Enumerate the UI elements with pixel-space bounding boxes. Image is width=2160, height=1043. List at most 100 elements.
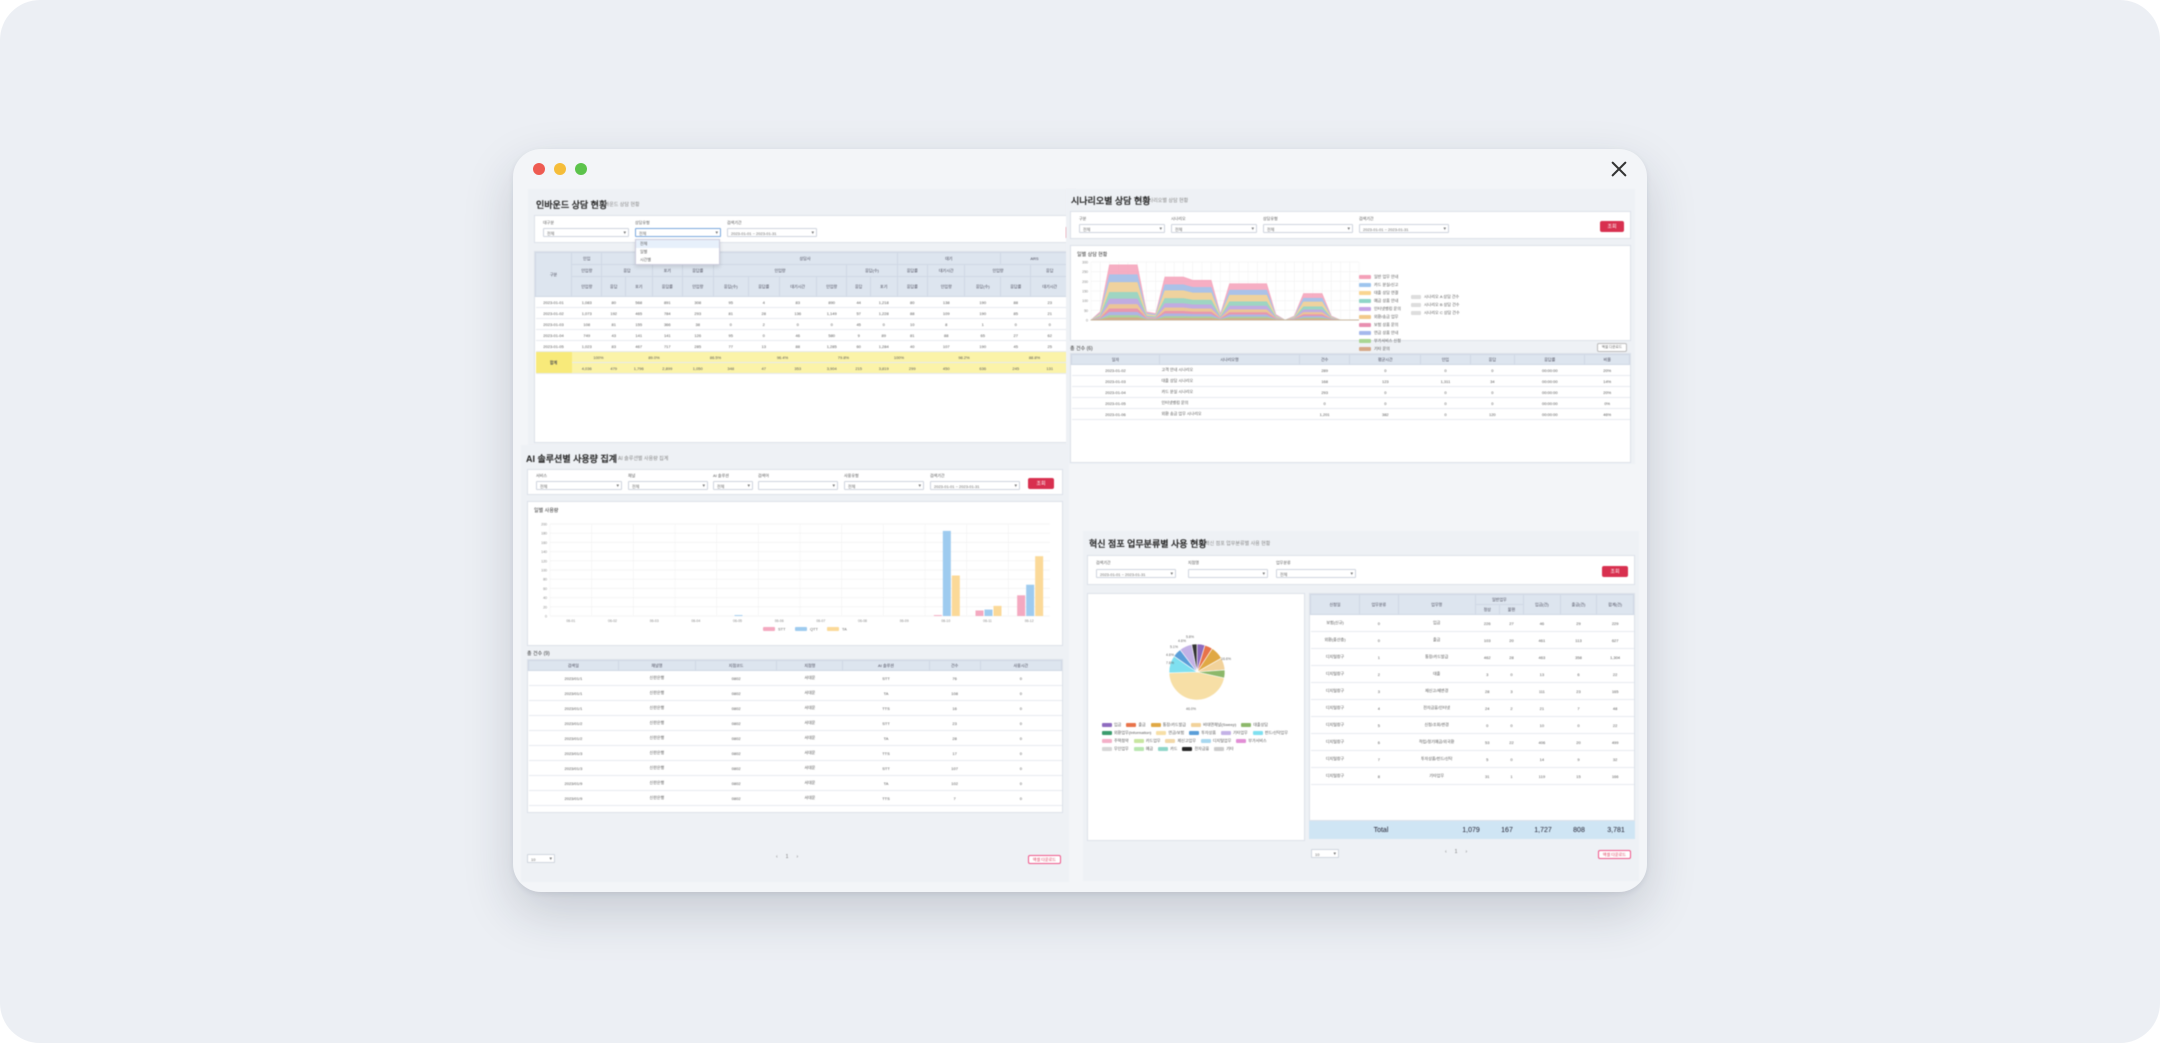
filter-select[interactable]: 전체	[1171, 224, 1257, 233]
excel-download-button[interactable]: 엑셀 다운로드	[1596, 343, 1627, 352]
search-button[interactable]: 조회	[1028, 478, 1054, 489]
chart-card: 일별 상담 현황 300 250 200 150 100 50 0 일반 업무 안내 카드 분…	[1070, 245, 1631, 351]
filter-select[interactable]: 전체	[543, 228, 629, 237]
filter-bar: 구분 전체 시나리오 전체 상담유형 전체 검색기간 2023-01-01 ~ …	[1070, 211, 1631, 239]
legend-item: 예금 상품 안내	[1359, 298, 1401, 304]
search-button[interactable]: 조회	[1602, 566, 1628, 577]
prev-page-button[interactable]: ‹	[776, 854, 778, 860]
dropdown-option[interactable]: 일별	[640, 249, 648, 254]
pie-label: 4.6%	[1178, 639, 1186, 643]
table-cell: 95	[713, 329, 749, 341]
pie-chart-card: 5.8% 4.6% 5.1% 4.6% 7.6% 46.0% 16.6% 입금 출금 통장/카드…	[1087, 593, 1305, 841]
area-series	[1090, 304, 1359, 321]
dropdown-menu[interactable]: 전체 일별 시간별	[635, 239, 720, 265]
page-number[interactable]: 1	[785, 854, 789, 860]
table-cell: 00:00:00	[1514, 397, 1585, 409]
table-cell: 0	[779, 318, 817, 330]
page-size-select[interactable]: 10	[527, 854, 555, 863]
table-row: 디지털창구 2 대출 3 0 13 6 22	[1310, 665, 1634, 683]
search-input[interactable]	[758, 481, 838, 490]
table-cell: 대출	[1398, 665, 1476, 683]
table-row: 2023-01-03 108 81 155 366 38 0 2 0 0 45 0 10 8 1 0 0	[535, 318, 1069, 330]
close-icon[interactable]	[1609, 159, 1629, 179]
column-header: 건수	[1298, 354, 1351, 365]
legend-item: 무인업무	[1102, 746, 1129, 752]
area-series	[1090, 308, 1359, 321]
table-cell: 107	[927, 340, 965, 352]
table-cell: 0	[1420, 364, 1471, 376]
next-page-button[interactable]: ›	[1465, 849, 1468, 855]
table-cell: 디지털창구	[1310, 648, 1360, 666]
excel-download-button[interactable]: 엑셀 다운로드	[1597, 850, 1631, 859]
prev-page-button[interactable]: ‹	[1445, 849, 1447, 855]
total-value: 3,781	[1607, 826, 1625, 834]
table-cell: 대출 상담 시나리오	[1159, 375, 1300, 387]
table-cell: 382	[1349, 408, 1421, 420]
filter-select[interactable]: 전체	[1276, 569, 1356, 578]
table-cell: 통장/카드발급	[1398, 648, 1476, 666]
legend-label: 시나리오 A 상담 건수	[1424, 294, 1460, 299]
table-cell: 81	[897, 329, 928, 341]
minimize-dot[interactable]	[554, 163, 566, 175]
filter-select[interactable]: 전체	[628, 481, 708, 490]
dropdown-option[interactable]: 전체	[636, 240, 719, 248]
table-row: 보험(신규) 0 입금 226 27 46 29 229	[1310, 614, 1634, 632]
close-dot[interactable]	[533, 163, 545, 175]
page-size-select[interactable]: 10	[1311, 849, 1339, 858]
pie-label: 46.0%	[1186, 707, 1196, 711]
total-value: 215	[846, 362, 871, 374]
table-cell: 20	[1560, 733, 1597, 751]
table-cell: 190	[964, 296, 1001, 308]
date-range-input[interactable]: 2023-01-01 ~ 2023-01-31	[1359, 224, 1449, 233]
y-tick-label: 200	[1082, 280, 1088, 284]
search-button[interactable]: 조회	[1600, 221, 1624, 232]
legend-label: 보험 상품 문의	[1374, 322, 1399, 327]
table-cell: 289	[1299, 364, 1350, 376]
page-title: 인바운드 상담 현황	[536, 200, 608, 210]
legend-label: 연금/보험	[1168, 730, 1185, 735]
legend-swatch	[1214, 747, 1225, 751]
legend-item: 기타업무	[1220, 730, 1248, 736]
table-cell: 0802	[695, 700, 777, 716]
table-cell: 24	[1475, 699, 1500, 717]
excel-download-button[interactable]: 엑셀 다운로드	[1027, 855, 1061, 864]
table-cell: 7	[1560, 699, 1597, 717]
page-number[interactable]: 1	[1454, 849, 1458, 855]
filter-select[interactable]: 전체	[1263, 224, 1353, 233]
date-range-input[interactable]: 2023-01-01 ~ 2023-01-31	[727, 228, 817, 237]
total-row: Total 1,079 167 1,727 808 3,781	[1309, 821, 1635, 839]
table-cell: 784	[652, 307, 683, 319]
table-cell: 적립/정기예금/외국환	[1398, 733, 1476, 751]
table-row: 2023/01/2 신한은행 0802 서대문 STT 23 0	[528, 715, 1062, 731]
filter-select[interactable]: 전체	[1079, 224, 1165, 233]
date-range-input[interactable]: 2023-01-01 ~ 2023-01-31	[930, 481, 1020, 490]
filter-select[interactable]: 전체	[635, 228, 721, 237]
filter-select[interactable]: 전체	[844, 481, 924, 490]
table-cell: 80	[601, 296, 626, 308]
table-row: 2023/01/3 신한은행 0802 서대문 STT 107 0	[528, 760, 1062, 776]
x-tick-label: 06-03	[650, 619, 659, 623]
maximize-dot[interactable]	[575, 163, 587, 175]
filter-select[interactable]: 전체	[713, 481, 753, 490]
legend-label: 카드업무	[1145, 738, 1161, 743]
branch-search-input[interactable]	[1188, 569, 1268, 578]
table-cell: 서대문	[776, 790, 843, 806]
x-tick-label: 06-11	[983, 619, 992, 623]
dropdown-option[interactable]: 시간별	[640, 257, 652, 262]
date-range-input[interactable]: 2023-01-01 ~ 2023-01-31	[1096, 569, 1176, 578]
table-cell: 31	[1475, 767, 1500, 785]
legend-swatch	[1359, 275, 1371, 279]
table-cell: 4	[1359, 699, 1399, 717]
filter-select[interactable]: 전체	[536, 481, 622, 490]
bar	[1017, 595, 1026, 616]
page-subtitle: 시나리오별 상담 현황	[1144, 198, 1189, 204]
table-cell: 9	[1560, 750, 1597, 768]
table-cell: 10	[897, 318, 928, 330]
pie-label: 5.8%	[1186, 635, 1194, 639]
legend-label: 인터넷뱅킹 문의	[1374, 306, 1401, 311]
legend-label: 대출상담	[1253, 722, 1268, 727]
next-page-button[interactable]: ›	[796, 854, 799, 860]
total-pct: 96.4%	[748, 351, 817, 363]
table-cell: 0	[1560, 716, 1597, 734]
y-tick-label: 120	[541, 559, 547, 563]
